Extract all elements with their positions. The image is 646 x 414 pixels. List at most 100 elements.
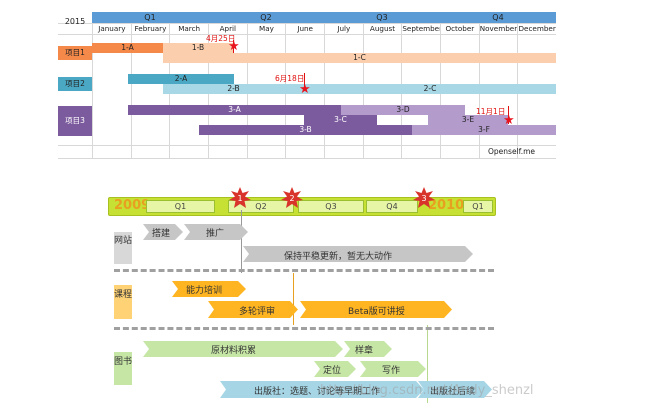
task-label: 保持平稳更新，暂无大动作 (284, 252, 393, 262)
row-label-course: 课程 (114, 285, 132, 319)
credit-label: Openself.me (488, 147, 536, 156)
task-arrow (360, 361, 426, 377)
row-separator (114, 269, 494, 272)
month-label: December (517, 23, 556, 34)
svg-text:3: 3 (421, 194, 426, 203)
quarter-label: Q2 (260, 13, 272, 22)
milestone-date: 6月18日 (275, 74, 305, 83)
milestone-date: 4月25日 (206, 34, 236, 43)
milestone-line (304, 73, 305, 89)
row-separator (114, 327, 494, 330)
task-arrow (300, 301, 452, 318)
grid-line (58, 34, 556, 35)
gantt-chart-2015: Q1 Q2 Q3 Q4 2015 January February March Apr… (58, 10, 556, 160)
gantt-bar: 2-C (304, 84, 556, 94)
quarter-label: Q4 (492, 13, 504, 22)
task-label: 出版社：选题、讨论等早期工作 (254, 387, 381, 397)
month-label: May (246, 23, 286, 34)
row-label-book: 图书 (114, 352, 132, 385)
grid-line (246, 34, 248, 158)
star-icon: ★ (503, 113, 515, 128)
task-label: 原材料积累 (211, 346, 257, 356)
month-label: November (478, 23, 518, 34)
grid-line (440, 34, 441, 158)
gantt-bar: 2-A (128, 74, 234, 84)
quarter-box: Q4 (366, 200, 418, 213)
task-arrow (143, 224, 183, 240)
roadmap-diagram-2009: 2009 Q1 Q2 Q3 Q4 2010 Q1 1 2 3 网站 课程 图书 … (108, 185, 628, 410)
task-label: 定位 (323, 366, 342, 376)
month-label: June (285, 23, 324, 34)
month-label: September (401, 23, 440, 34)
milestone-guide (293, 273, 294, 325)
month-label: July (324, 23, 363, 34)
month-label: October (440, 23, 479, 34)
quarter-box: Q1 (463, 200, 493, 213)
year-start-label: 2009 (114, 198, 151, 213)
year-label: 2015 (64, 17, 86, 26)
grid-line (58, 158, 556, 159)
milestone-burst-icon: 1 (229, 187, 251, 208)
task-arrow (418, 381, 492, 398)
task-arrow (184, 224, 248, 240)
month-label: March (169, 23, 208, 34)
task-arrow (143, 341, 343, 357)
milestone-date: 11月1日 (476, 107, 506, 116)
quarter-box: Q3 (298, 200, 364, 213)
month-header-row: January February March April May June July Augu… (92, 23, 556, 34)
gantt-bar: 1-A (92, 43, 163, 53)
quarter-box: Q1 (146, 200, 215, 213)
milestone-burst-icon: 2 (281, 187, 303, 208)
grid-line (285, 34, 287, 158)
gantt-bar: 3-A (128, 105, 341, 115)
grid-line (517, 34, 519, 158)
row-label-website: 网站 (114, 232, 132, 264)
milestone-burst-icon: 3 (413, 187, 435, 208)
month-label: January (92, 23, 131, 34)
month-label: April (208, 23, 247, 34)
task-label: 出版社后续 (430, 387, 476, 397)
gantt-bar: 3-F (412, 125, 556, 135)
star-icon: ★ (228, 39, 240, 54)
gantt-bar: 1-B (163, 43, 233, 53)
milestone-line (508, 106, 509, 124)
gantt-bar: 3-B (199, 125, 412, 135)
task-label: 推广 (206, 229, 225, 239)
svg-text:2: 2 (289, 194, 294, 203)
grid-line (362, 34, 364, 158)
task-label: 能力培训 (186, 286, 223, 296)
month-label: February (130, 23, 170, 34)
task-arrow (220, 381, 424, 398)
grid-line (478, 34, 480, 158)
task-arrow (208, 301, 298, 318)
gantt-bar: 2-B (163, 84, 304, 94)
task-label: 搭建 (152, 229, 171, 239)
project-label-3: 项目3 (58, 106, 92, 136)
quarter-label: Q3 (376, 13, 388, 22)
grid-line (58, 145, 556, 146)
quarter-header: Q1 Q2 Q3 Q4 (92, 12, 556, 23)
year-end-label: 2010 (428, 198, 465, 213)
gantt-bar: 3-D (341, 105, 465, 115)
task-label: 多轮评审 (239, 307, 276, 317)
gantt-bar: 3-C (304, 115, 377, 125)
task-arrow (314, 361, 356, 377)
milestone-line (233, 40, 234, 53)
project-label-1: 项目1 (58, 46, 92, 60)
grid-line (401, 34, 403, 158)
watermark: http://blog.csdn.net/Andy_shenzl (320, 383, 534, 398)
gantt-bar: 3-E (428, 115, 508, 125)
grid-line (92, 34, 93, 158)
quarter-label: Q1 (144, 13, 156, 22)
grid-line (130, 34, 132, 158)
grid-line (58, 23, 556, 24)
project-label-2: 项目2 (58, 77, 92, 91)
task-arrow (243, 246, 473, 262)
task-label: 写作 (382, 366, 401, 376)
star-icon: ★ (299, 82, 311, 97)
grid-line (208, 34, 209, 158)
grid-line (169, 34, 171, 158)
task-arrow (344, 341, 392, 357)
svg-text:1: 1 (237, 194, 242, 203)
milestone-guide (241, 210, 242, 273)
